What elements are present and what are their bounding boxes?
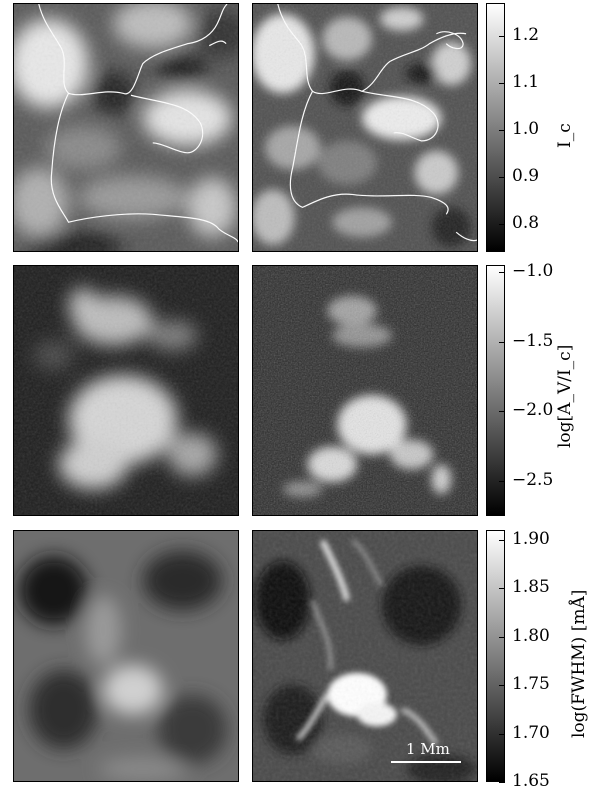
colorbar-tick-label: 1.85: [512, 577, 550, 597]
colorbar-tick: [499, 481, 505, 482]
linewidth-panel-right: 1 Mm: [252, 530, 478, 782]
colorbar-tick-label: 1.70: [512, 723, 550, 743]
colorbar-tick: [499, 588, 505, 589]
scale-bar-label: 1 Mm: [406, 740, 450, 758]
colorbar-linewidth: [486, 530, 505, 782]
colorbar-tick: [499, 130, 505, 131]
colorbar-tick-label: 1.75: [512, 674, 550, 694]
colorbar-tick: [499, 177, 505, 178]
colorbar-title-amplitude: log[A_V/I_c]: [555, 344, 575, 448]
intensity-panel-right: [252, 3, 478, 252]
colorbar-tick-label: 1.0: [512, 119, 540, 139]
linewidth-panel-left: [13, 530, 239, 782]
colorbar-tick: [499, 685, 505, 686]
amplitude-panel-left: [13, 265, 239, 516]
colorbar-tick-label: 0.8: [512, 213, 540, 233]
colorbar-tick-label: 1.90: [512, 529, 550, 549]
colorbar-tick: [499, 637, 505, 638]
colorbar-tick-label: −2.5: [512, 470, 554, 490]
colorbar-intensity: [486, 3, 505, 252]
colorbar-title-intensity: I_c: [555, 123, 575, 148]
colorbar-tick-label: 1.1: [512, 72, 540, 92]
colorbar-tick-label: −1.0: [512, 261, 554, 281]
scale-bar: [391, 761, 461, 763]
amplitude-panel-right: [252, 265, 478, 516]
colorbar-tick: [499, 782, 505, 783]
colorbar-tick-label: 1.65: [512, 771, 550, 791]
colorbar-tick-label: −1.5: [512, 331, 554, 351]
colorbar-tick: [499, 83, 505, 84]
colorbar-tick: [499, 342, 505, 343]
colorbar-tick-label: −2.0: [512, 400, 554, 420]
colorbar-tick-label: 1.2: [512, 25, 540, 45]
colorbar-tick: [499, 540, 505, 541]
colorbar-tick: [499, 36, 505, 37]
colorbar-amplitude: [486, 265, 505, 516]
colorbar-tick: [499, 272, 505, 273]
colorbar-tick-label: 0.9: [512, 166, 540, 186]
colorbar-title-linewidth: log(FWHM) [mÅ]: [569, 589, 589, 738]
intensity-panel-left: [13, 3, 239, 252]
colorbar-tick: [499, 224, 505, 225]
colorbar-tick: [499, 411, 505, 412]
colorbar-tick-label: 1.80: [512, 626, 550, 646]
colorbar-tick: [499, 734, 505, 735]
